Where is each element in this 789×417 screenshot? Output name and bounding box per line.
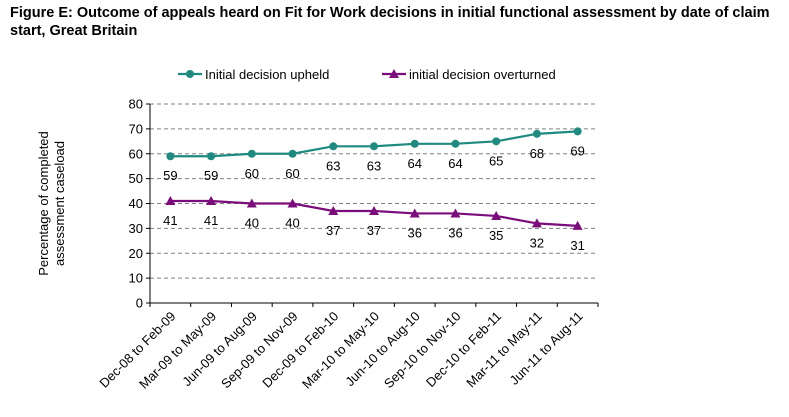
data-label: 63 — [326, 158, 340, 173]
data-label: 69 — [570, 143, 584, 158]
data-label: 64 — [407, 156, 421, 171]
data-point — [409, 208, 420, 218]
y-tick-label: 70 — [129, 121, 143, 136]
data-label: 60 — [245, 166, 259, 181]
data-label: 36 — [407, 225, 421, 240]
data-point — [531, 218, 542, 228]
legend-marker — [389, 69, 399, 78]
x-tick-label: Mar-11 to May-11 — [463, 309, 545, 391]
data-label: 41 — [204, 213, 218, 228]
data-label: 37 — [367, 223, 381, 238]
legend-label: Initial decision upheld — [205, 67, 329, 82]
data-label: 65 — [489, 153, 503, 168]
data-label: 37 — [326, 223, 340, 238]
y-tick-label: 20 — [129, 246, 143, 261]
data-point — [492, 137, 501, 146]
data-label: 31 — [570, 238, 584, 253]
chart-title: Figure E: Outcome of appeals heard on Fi… — [10, 5, 770, 39]
data-point — [369, 205, 379, 215]
x-tick-label: Dec-10 to Feb-11 — [423, 309, 504, 390]
data-label: 68 — [530, 146, 544, 161]
data-point — [410, 139, 419, 148]
data-label: 59 — [163, 168, 177, 183]
data-label: 40 — [285, 216, 299, 231]
data-label: 40 — [245, 216, 259, 231]
data-point — [532, 129, 541, 138]
y-tick-label: 30 — [129, 221, 143, 236]
data-point — [451, 139, 460, 148]
data-label: 59 — [204, 168, 218, 183]
data-label: 64 — [448, 156, 462, 171]
data-point — [329, 142, 338, 151]
data-label: 32 — [530, 235, 544, 250]
y-tick-label: 60 — [129, 146, 143, 161]
data-point — [370, 142, 378, 151]
y-tick-label: 80 — [129, 97, 143, 112]
data-label: 60 — [285, 166, 299, 181]
data-label: 35 — [489, 228, 503, 243]
data-point — [247, 149, 256, 158]
x-tick-label: Jun-11 to Aug-11 — [506, 309, 585, 388]
data-point — [246, 198, 257, 208]
data-label: 63 — [367, 158, 381, 173]
data-point — [206, 196, 217, 206]
data-point — [573, 127, 582, 136]
data-point — [287, 198, 298, 208]
y-axis-label: Percentage of completedassessment caselo… — [36, 131, 67, 276]
legend-label: initial decision overturned — [409, 67, 556, 82]
x-tick-label: Jun-10 to Aug-10 — [342, 309, 423, 390]
data-point — [207, 152, 216, 161]
y-tick-label: 0 — [136, 296, 143, 311]
data-point — [288, 149, 297, 158]
y-tick-label: 40 — [129, 196, 143, 211]
data-label: 41 — [163, 213, 177, 228]
data-point — [572, 220, 583, 230]
y-tick-label: 10 — [129, 271, 143, 286]
data-point — [328, 205, 339, 215]
x-tick-label: Jun-09 to Aug-09 — [179, 309, 260, 390]
y-tick-label: 50 — [129, 171, 143, 186]
legend-marker — [186, 70, 194, 78]
data-point — [165, 196, 176, 206]
data-point — [450, 208, 461, 218]
data-point — [491, 210, 502, 220]
data-label: 36 — [448, 225, 462, 240]
data-point — [166, 152, 175, 161]
